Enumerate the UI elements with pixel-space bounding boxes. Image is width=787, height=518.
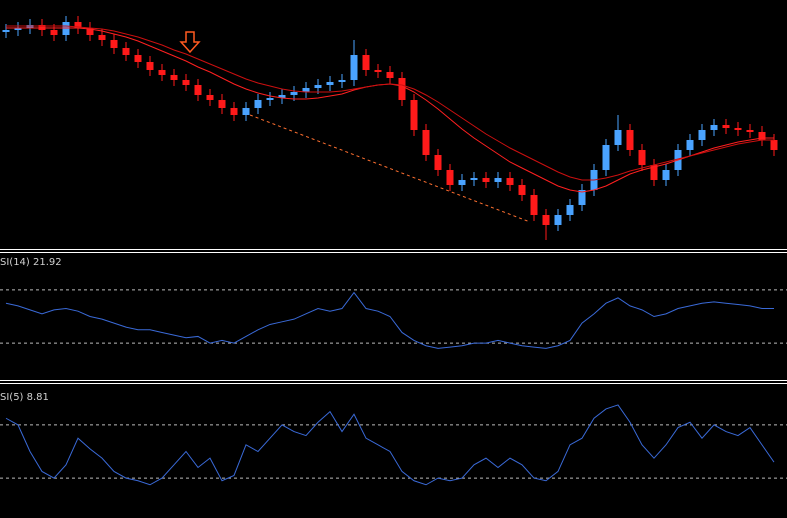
candle-body <box>314 85 322 88</box>
candle-body <box>278 95 286 98</box>
moving-average <box>6 25 774 181</box>
candle-body <box>230 108 238 115</box>
candle-body <box>338 80 346 82</box>
candle-body <box>254 100 262 108</box>
candle-body <box>410 100 418 130</box>
candle-body <box>446 170 454 185</box>
candle-body <box>542 215 550 225</box>
candle-body <box>290 92 298 95</box>
candle-body <box>182 80 190 85</box>
candle-body <box>326 82 334 85</box>
moving-average <box>6 27 774 193</box>
indicator-line <box>5 291 774 349</box>
candle-body <box>374 70 382 72</box>
candle-body <box>530 195 538 215</box>
candle-body <box>386 72 394 78</box>
sell-arrow <box>179 31 201 54</box>
candle-body <box>146 62 154 70</box>
candle-body <box>458 180 466 185</box>
candle-body <box>662 170 670 180</box>
candle-body <box>206 95 214 100</box>
candle-body <box>710 125 718 130</box>
candle-body <box>350 55 358 80</box>
candle-body <box>506 178 514 185</box>
trend-line <box>249 114 531 223</box>
indicator-label: SI(14) 21.92 <box>0 257 62 268</box>
candle-body <box>434 155 442 170</box>
candle-body <box>638 150 646 165</box>
candle-body <box>518 185 526 195</box>
candle-body <box>158 70 166 75</box>
indicator-line <box>5 404 775 486</box>
candle-body <box>2 30 10 32</box>
candle-body <box>758 132 766 140</box>
candle-body <box>14 28 22 30</box>
candle-body <box>602 145 610 170</box>
candle-body <box>398 78 406 100</box>
candle-body <box>734 128 742 130</box>
candle-body <box>650 165 658 180</box>
candle-body <box>74 22 82 28</box>
candle-body <box>134 55 142 62</box>
candle-body <box>122 48 130 55</box>
candle-body <box>242 108 250 115</box>
candle-body <box>482 178 490 182</box>
indicator-label: SI(5) 8.81 <box>0 392 49 403</box>
candle-body <box>686 140 694 150</box>
candle-body <box>362 55 370 70</box>
candle-body <box>770 140 778 150</box>
candle-body <box>626 130 634 150</box>
candle-body <box>422 130 430 155</box>
candle-body <box>194 85 202 95</box>
candle-body <box>470 178 478 180</box>
candle-body <box>266 98 274 100</box>
candle-body <box>698 130 706 140</box>
candle-body <box>86 28 94 35</box>
candle-body <box>170 75 178 80</box>
candle-body <box>110 40 118 48</box>
candle-body <box>218 100 226 108</box>
candle-body <box>746 130 754 132</box>
candle-body <box>722 125 730 128</box>
candle-body <box>614 130 622 145</box>
candle-body <box>50 30 58 35</box>
candle-body <box>578 190 586 205</box>
candle-body <box>302 88 310 92</box>
candle-body <box>98 35 106 40</box>
candle-body <box>566 205 574 215</box>
candle-body <box>494 178 502 182</box>
candle-body <box>554 215 562 225</box>
